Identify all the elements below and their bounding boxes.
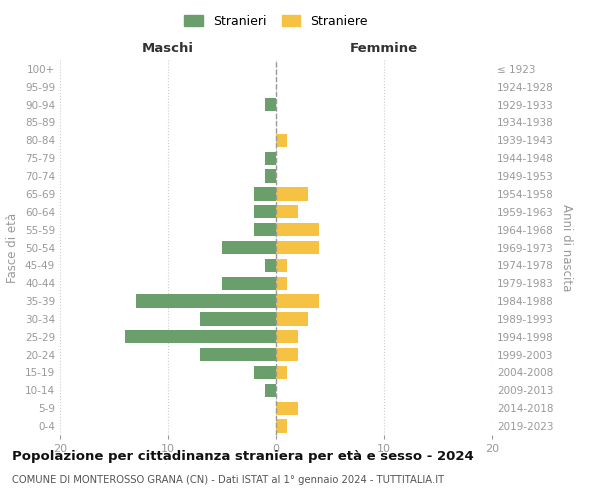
Bar (265, 98, 276, 112)
Bar (265, 258, 276, 272)
Bar (222, 276, 276, 290)
Bar (276, 420, 287, 433)
Bar (276, 348, 298, 362)
Bar (254, 205, 276, 218)
Bar (265, 170, 276, 183)
Bar (276, 223, 319, 236)
Bar (276, 312, 308, 326)
Text: Maschi: Maschi (142, 42, 194, 54)
Bar (276, 366, 287, 379)
Text: COMUNE DI MONTEROSSO GRANA (CN) - Dati ISTAT al 1° gennaio 2024 - TUTTITALIA.IT: COMUNE DI MONTEROSSO GRANA (CN) - Dati I… (12, 475, 444, 485)
Legend: Stranieri, Straniere: Stranieri, Straniere (181, 11, 371, 32)
Y-axis label: Anni di nascita: Anni di nascita (560, 204, 573, 291)
Bar (265, 152, 276, 165)
Text: Popolazione per cittadinanza straniera per età e sesso - 2024: Popolazione per cittadinanza straniera p… (12, 450, 474, 463)
Bar (222, 241, 276, 254)
Bar (125, 330, 276, 344)
Bar (276, 187, 308, 200)
Bar (276, 134, 287, 147)
Bar (276, 258, 287, 272)
Bar (254, 223, 276, 236)
Bar (276, 294, 319, 308)
Bar (276, 330, 298, 344)
Bar (265, 384, 276, 397)
Bar (276, 205, 298, 218)
Y-axis label: Fasce di età: Fasce di età (7, 212, 19, 282)
Bar (200, 348, 276, 362)
Bar (276, 276, 287, 290)
Bar (254, 366, 276, 379)
Text: Femmine: Femmine (350, 42, 418, 54)
Bar (200, 312, 276, 326)
Bar (136, 294, 276, 308)
Bar (254, 187, 276, 200)
Bar (276, 402, 298, 415)
Bar (276, 241, 319, 254)
